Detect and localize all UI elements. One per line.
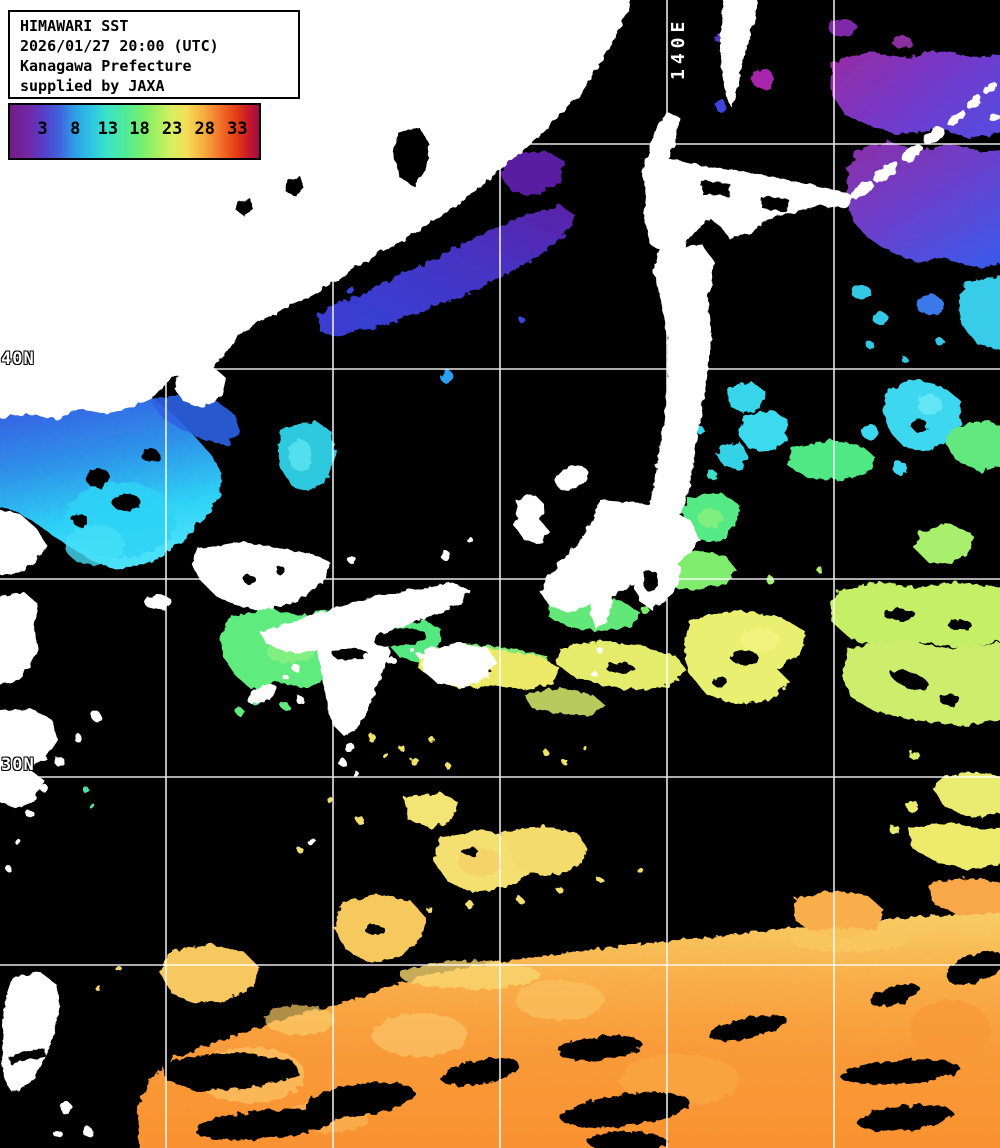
- legend-datetime: 2026/01/27 20:00 (UTC): [20, 37, 219, 55]
- legend-title: HIMAWARI SST: [20, 17, 129, 35]
- lat-label-40n: 40N: [1, 349, 35, 369]
- colorbar: 3 8 13 18 23 28 33: [8, 103, 261, 160]
- island-dot-layer: [363, 648, 414, 664]
- legend-credit: supplied by JAXA: [20, 77, 165, 95]
- colorbar-tick: 33: [227, 119, 248, 139]
- lat-label-30n: 30N: [1, 755, 35, 775]
- colorbar-tick: 8: [70, 119, 81, 139]
- colorbar-tick: 28: [194, 119, 215, 139]
- lon-label-140e: 140E: [668, 16, 689, 80]
- colorbar-tick: 3: [37, 119, 48, 139]
- colorbar-tick: 23: [161, 119, 183, 139]
- legend-box: HIMAWARI SST 2026/01/27 20:00 (UTC) Kana…: [8, 10, 300, 99]
- land-detail-layer: [8, 128, 790, 1064]
- colorbar-tick: 13: [97, 119, 119, 139]
- legend-region: Kanagawa Prefecture: [20, 57, 192, 75]
- colorbar-tick: 18: [129, 119, 150, 139]
